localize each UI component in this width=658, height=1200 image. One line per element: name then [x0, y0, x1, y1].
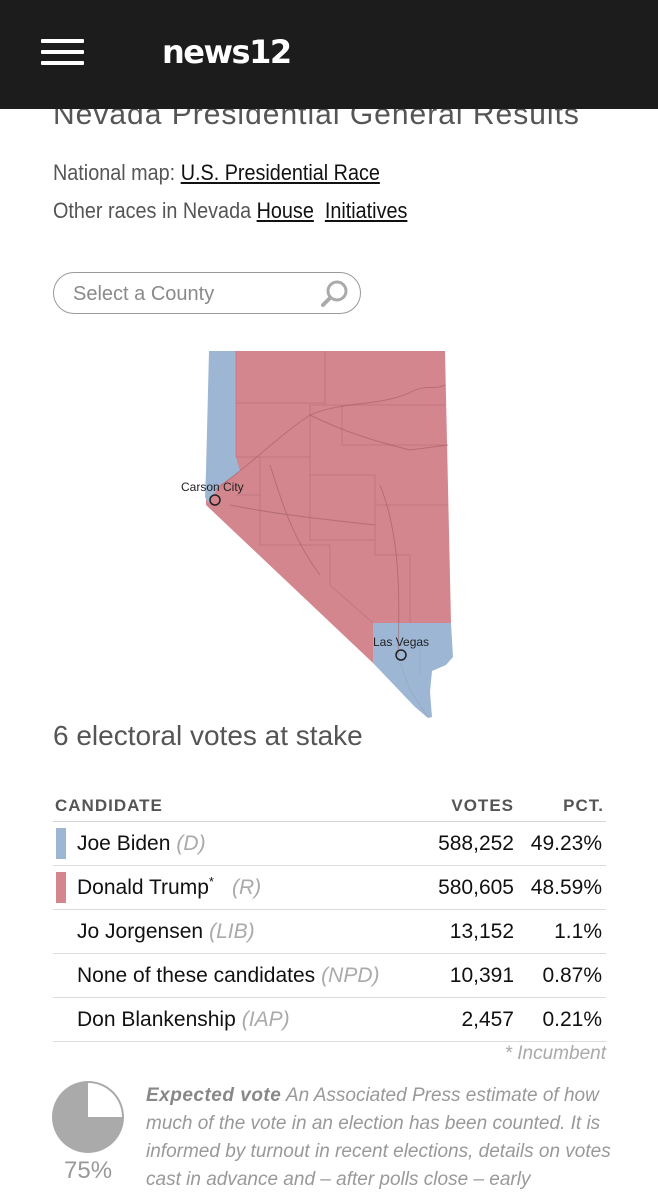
map-county-washoe[interactable]	[205, 351, 240, 503]
expected-vote-percent: 75%	[64, 1157, 113, 1184]
initiatives-link[interactable]: Initiatives	[324, 198, 408, 223]
expected-vote-pie-icon	[52, 1081, 124, 1153]
candidate-row-biden: Joe Biden (D) 588,252 49.23%	[53, 822, 606, 866]
pct-value: 48.59%	[530, 876, 602, 899]
house-link[interactable]: House	[256, 198, 314, 223]
candidate-name: Don Blankenship (IAP)	[77, 1008, 290, 1031]
party-label: (R)	[231, 876, 262, 899]
carson-city-marker[interactable]	[209, 494, 221, 506]
votes-value: 588,252	[438, 832, 514, 855]
expected-vote-description: Expected vote An Associated Press estima…	[146, 1085, 611, 1190]
hamburger-menu-icon[interactable]	[41, 39, 84, 66]
votes-value: 2,457	[461, 1008, 514, 1031]
national-map-line: National map: U.S. Presidential Race	[53, 160, 380, 186]
pct-value: 49.23%	[530, 832, 602, 855]
pct-value: 0.87%	[542, 964, 602, 987]
candidate-row-trump: Donald Trump* (R) 580,605 48.59%	[53, 866, 606, 910]
votes-column-header: VOTES	[451, 796, 514, 815]
party-label: (D)	[176, 832, 206, 855]
candidate-row-none: None of these candidates (NPD) 10,391 0.8…	[53, 954, 606, 998]
incumbent-marker: *	[208, 874, 214, 889]
carson-city-label: Carson City	[181, 480, 244, 494]
votes-value: 10,391	[449, 964, 514, 987]
candidate-name: Joe Biden (D)	[77, 832, 206, 855]
votes-value: 580,605	[438, 876, 514, 899]
top-bar: news12	[0, 0, 658, 109]
map-county-clark[interactable]	[373, 623, 453, 718]
national-map-label: National map:	[53, 160, 176, 185]
las-vegas-label: Las Vegas	[373, 635, 429, 649]
site-logo[interactable]: news12	[162, 33, 292, 71]
party-color-swatch	[56, 872, 66, 903]
candidate-name: Donald Trump* (R)	[77, 874, 262, 899]
party-color-swatch	[56, 828, 66, 859]
county-borders	[235, 351, 448, 624]
highways	[214, 384, 449, 656]
candidate-name: Jo Jorgensen (LIB)	[77, 920, 255, 943]
county-borders-blue	[385, 644, 429, 718]
las-vegas-marker[interactable]	[395, 649, 407, 661]
party-label: (NPD)	[321, 964, 380, 987]
county-search[interactable]	[53, 272, 361, 314]
search-icon[interactable]	[320, 279, 350, 309]
votes-value: 13,152	[449, 920, 514, 943]
incumbent-footnote: * Incumbent	[504, 1043, 606, 1064]
other-races-line: Other races in Nevada House Initiatives	[53, 198, 407, 224]
candidate-row-blankenship: Don Blankenship (IAP) 2,457 0.21%	[53, 998, 606, 1042]
nevada-county-map[interactable]: Carson City Las Vegas	[170, 345, 470, 725]
candidate-name: None of these candidates (NPD)	[77, 964, 380, 987]
party-label: (IAP)	[241, 1008, 290, 1031]
party-label: (LIB)	[209, 920, 255, 943]
electoral-votes-heading: 6 electoral votes at stake	[53, 720, 363, 751]
pct-value: 0.21%	[542, 1008, 602, 1031]
national-map-link[interactable]: U.S. Presidential Race	[180, 160, 380, 185]
pct-column-header: PCT.	[563, 796, 604, 815]
expected-vote-remaining-slice	[88, 1083, 122, 1117]
pct-value: 1.1%	[554, 920, 602, 943]
candidate-column-header: CANDIDATE	[55, 796, 163, 815]
expected-vote-title: Expected vote	[146, 1085, 282, 1106]
results-table: CANDIDATE VOTES PCT. Joe Biden (D) 588,25…	[53, 785, 606, 1042]
county-search-input[interactable]	[71, 279, 315, 309]
map-state-republican[interactable]	[206, 351, 451, 663]
candidate-row-jorgensen: Jo Jorgensen (LIB) 13,152 1.1%	[53, 910, 606, 954]
other-races-label: Other races in Nevada	[53, 198, 252, 223]
results-table-header: CANDIDATE VOTES PCT.	[53, 785, 606, 822]
